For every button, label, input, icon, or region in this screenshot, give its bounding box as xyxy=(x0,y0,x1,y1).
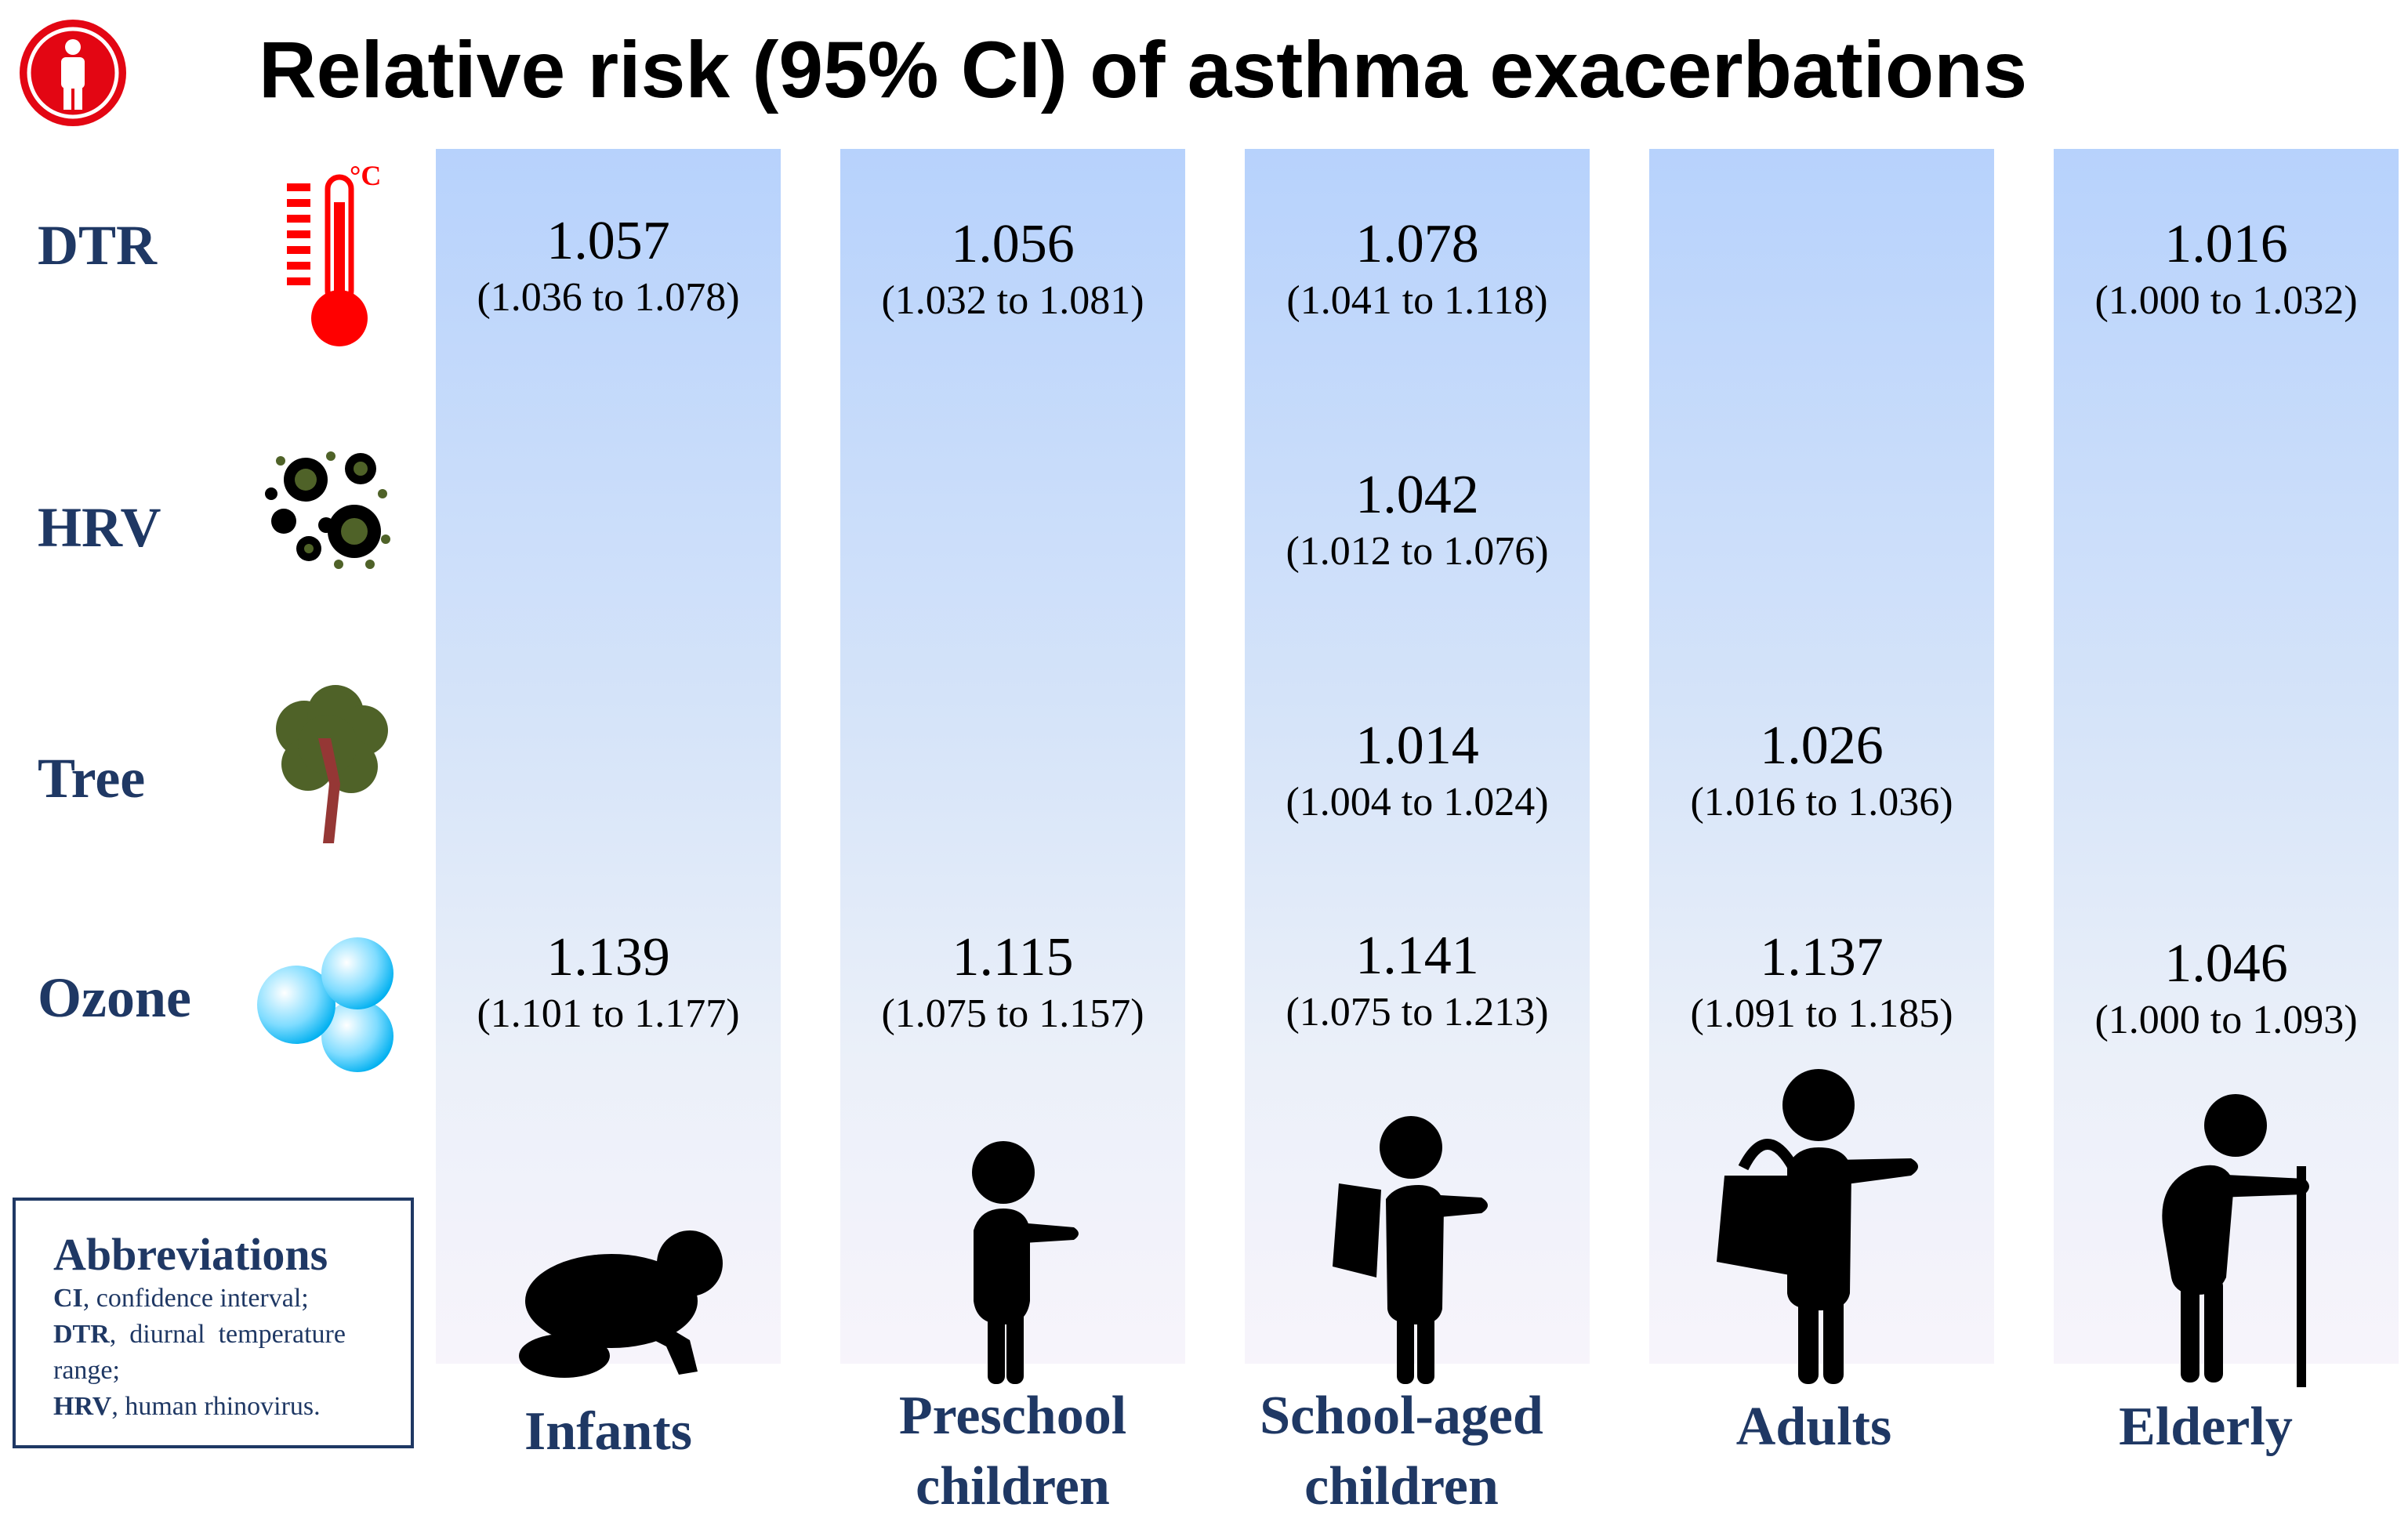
cell-ozone-elderly: 1.046 (1.000 to 1.093) xyxy=(2054,933,2399,1045)
virus-icon xyxy=(265,451,390,569)
group-label-infants: Infants xyxy=(404,1397,812,1467)
ci-value: (1.091 to 1.185) xyxy=(1690,991,1953,1036)
cell-tree-adults: 1.026 (1.016 to 1.036) xyxy=(1649,715,1994,828)
thermometer-icon: °C xyxy=(287,160,381,346)
group-label-line2: children xyxy=(1304,1456,1499,1517)
rr-value: 1.137 xyxy=(1760,927,1884,987)
rr-value: 1.115 xyxy=(952,927,1074,987)
cell-tree-school-aged: 1.014 (1.004 to 1.024) xyxy=(1245,715,1590,828)
ci-value: (1.000 to 1.093) xyxy=(2094,998,2358,1042)
group-label-line2: children xyxy=(916,1456,1110,1517)
rr-value: 1.056 xyxy=(951,214,1075,274)
cell-dtr-infants: 1.057 (1.036 to 1.078) xyxy=(436,210,781,323)
ci-value: (1.016 to 1.036) xyxy=(1690,780,1953,824)
group-label-preschool: Preschool children xyxy=(809,1381,1217,1522)
group-label-line1: Preschool xyxy=(898,1386,1127,1446)
preschool-child-icon xyxy=(972,1141,1079,1384)
abbreviation-term: CI xyxy=(53,1284,83,1313)
tree-icon xyxy=(276,685,388,843)
ci-value: (1.012 to 1.076) xyxy=(1286,529,1549,574)
cell-ozone-infants: 1.139 (1.101 to 1.177) xyxy=(436,926,781,1039)
abbreviation-text: range; xyxy=(53,1356,120,1385)
abbreviation-item: range; xyxy=(53,1353,383,1389)
cell-hrv-school-aged: 1.042 (1.012 to 1.076) xyxy=(1245,464,1590,577)
rr-value: 1.026 xyxy=(1760,716,1884,776)
rr-value: 1.014 xyxy=(1355,716,1479,776)
abbreviations-title: Abbreviations xyxy=(53,1229,328,1280)
row-label-dtr: DTR xyxy=(38,214,158,277)
row-label-hrv: HRV xyxy=(38,496,161,559)
ci-value: (1.004 to 1.024) xyxy=(1286,780,1549,824)
ci-value: (1.075 to 1.213) xyxy=(1286,990,1549,1035)
rr-value: 1.057 xyxy=(546,211,670,271)
cell-dtr-elderly: 1.016 (1.000 to 1.032) xyxy=(2054,213,2399,326)
group-label-line1: Elderly xyxy=(2119,1397,2293,1457)
ci-value: (1.075 to 1.157) xyxy=(881,991,1144,1036)
abbreviations-box: Abbreviations CI, confidence interval; D… xyxy=(13,1198,414,1448)
elderly-cane-icon xyxy=(2162,1094,2309,1387)
abbreviation-text: , confidence interval; xyxy=(82,1284,309,1313)
adult-bag-icon xyxy=(1717,1069,1918,1384)
rr-value: 1.016 xyxy=(2164,214,2288,274)
ozone-icon xyxy=(257,937,393,1072)
rr-value: 1.141 xyxy=(1355,926,1479,986)
abbreviation-item: DTR, diurnal temperature xyxy=(53,1317,383,1353)
ci-value: (1.036 to 1.078) xyxy=(477,275,740,320)
abbreviation-item: HRV, human rhinovirus. xyxy=(53,1389,383,1425)
person-logo-icon xyxy=(20,20,126,126)
ci-value: (1.032 to 1.081) xyxy=(881,278,1144,323)
cell-ozone-preschool: 1.115 (1.075 to 1.157) xyxy=(840,926,1185,1039)
group-label-elderly: Elderly xyxy=(2002,1392,2408,1462)
group-label-line1: School-aged xyxy=(1260,1386,1543,1446)
rr-value: 1.078 xyxy=(1355,214,1479,274)
row-label-tree: Tree xyxy=(38,747,146,810)
group-label-school-aged: School-aged children xyxy=(1198,1381,1605,1522)
page-title: Relative risk (95% CI) of asthma exacerb… xyxy=(259,25,2028,114)
crawling-infant-icon xyxy=(519,1230,723,1378)
ci-value: (1.041 to 1.118) xyxy=(1286,278,1548,323)
celsius-label: °C xyxy=(350,160,381,191)
cell-dtr-preschool: 1.056 (1.032 to 1.081) xyxy=(840,213,1185,326)
ci-value: (1.000 to 1.032) xyxy=(2094,278,2358,323)
group-label-adults: Adults xyxy=(1610,1392,2018,1462)
schoolchild-backpack-icon xyxy=(1333,1116,1488,1384)
group-label-line1: Infants xyxy=(524,1401,692,1462)
abbreviation-text: , human rhinovirus. xyxy=(111,1392,321,1421)
row-label-ozone: Ozone xyxy=(38,966,191,1029)
cell-dtr-school-aged: 1.078 (1.041 to 1.118) xyxy=(1245,213,1590,326)
rr-value: 1.042 xyxy=(1355,465,1479,525)
abbreviation-item: CI, confidence interval; xyxy=(53,1281,383,1317)
column-elderly xyxy=(2054,149,2399,1364)
rr-value: 1.139 xyxy=(546,927,670,987)
ci-value: (1.101 to 1.177) xyxy=(477,991,740,1036)
abbreviation-term: DTR xyxy=(53,1320,110,1349)
rr-value: 1.046 xyxy=(2164,933,2288,994)
abbreviation-term: HRV xyxy=(53,1392,112,1421)
column-infants xyxy=(436,149,781,1364)
abbreviation-text: , diurnal temperature xyxy=(109,1320,346,1349)
group-label-line1: Adults xyxy=(1735,1397,1892,1457)
cell-ozone-school-aged: 1.141 (1.075 to 1.213) xyxy=(1245,925,1590,1038)
cell-ozone-adults: 1.137 (1.091 to 1.185) xyxy=(1649,926,1994,1039)
